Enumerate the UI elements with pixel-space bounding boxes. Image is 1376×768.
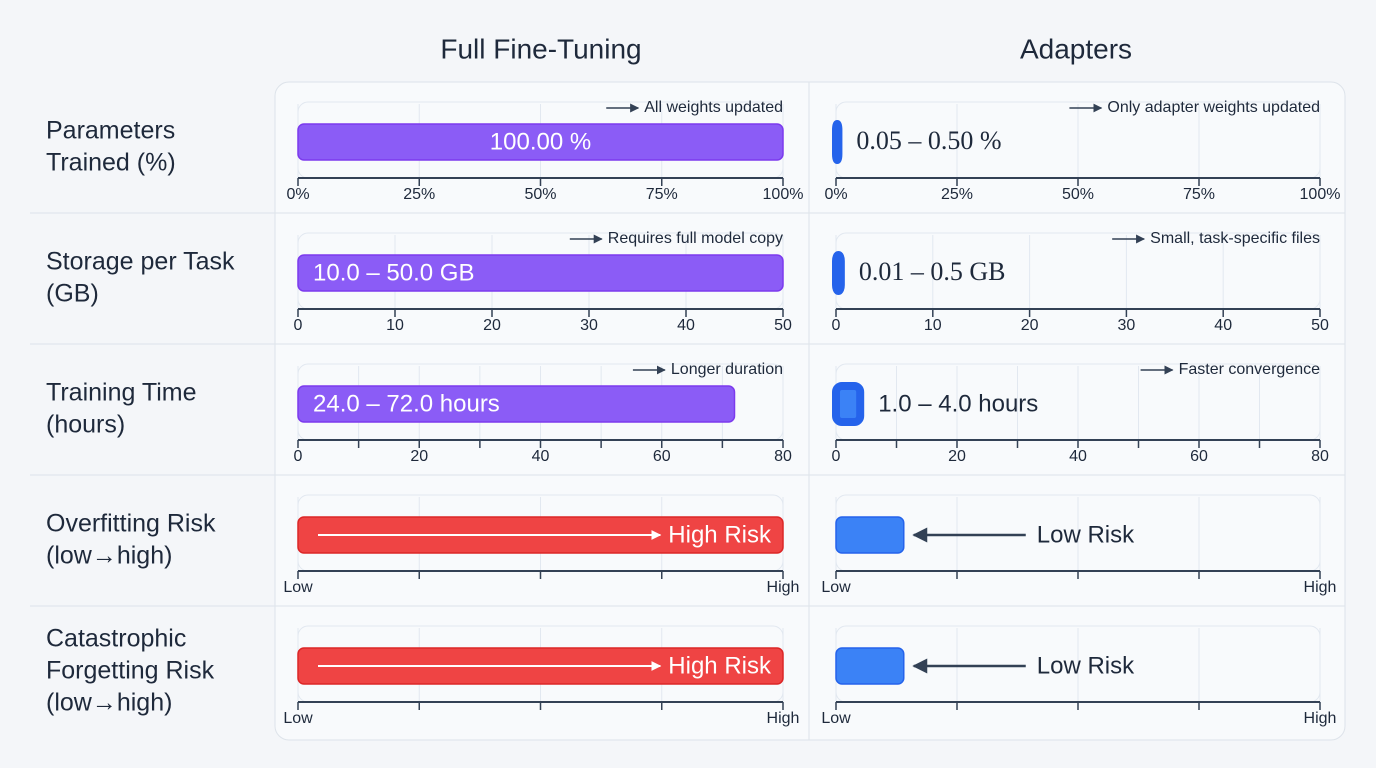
column-header: Full Fine-Tuning — [440, 33, 641, 64]
risk-label: High Risk — [668, 652, 772, 679]
x-tick-label: 30 — [1118, 317, 1136, 334]
range-bar — [297, 123, 784, 161]
column-header: Adapters — [1020, 33, 1132, 64]
x-tick-label: Low — [821, 710, 851, 727]
x-tick-label: 10 — [386, 317, 404, 334]
x-tick-label: 100% — [1300, 186, 1341, 203]
x-tick-label: 75% — [1183, 186, 1215, 203]
x-tick-label: 25% — [403, 186, 435, 203]
x-tick-label: High — [1304, 710, 1337, 727]
row-label: (low→high) — [46, 542, 172, 570]
row-label: (hours) — [46, 411, 125, 439]
x-tick-label: 0% — [286, 186, 309, 203]
x-tick-label: High — [1304, 579, 1337, 596]
x-tick-label: 50 — [774, 317, 792, 334]
row-label: (low→high) — [46, 689, 172, 717]
annotation: Small, task-specific files — [1150, 230, 1320, 247]
row-label: (GB) — [46, 280, 99, 308]
x-tick-label: 40 — [677, 317, 695, 334]
x-tick-label: 60 — [653, 448, 671, 465]
value-label: 24.0 – 72.0 hours — [313, 390, 500, 417]
x-tick-label: Low — [283, 710, 313, 727]
x-tick-label: 20 — [948, 448, 966, 465]
x-tick-label: 50 — [1311, 317, 1329, 334]
x-tick-label: 80 — [1311, 448, 1329, 465]
x-tick-label: 0% — [824, 186, 847, 203]
risk-bar — [835, 516, 905, 554]
x-tick-label: 20 — [483, 317, 501, 334]
x-tick-label: 20 — [1021, 317, 1039, 334]
x-tick-label: 50% — [1062, 186, 1094, 203]
x-tick-label: 80 — [774, 448, 792, 465]
x-tick-label: 20 — [410, 448, 428, 465]
x-tick-label: 40 — [1069, 448, 1087, 465]
range-bar — [297, 385, 736, 423]
x-tick-label: 0 — [832, 448, 841, 465]
risk-label: Low Risk — [1037, 652, 1135, 679]
range-bar — [832, 120, 843, 164]
x-tick-label: 40 — [532, 448, 550, 465]
x-tick-label: 50% — [524, 186, 556, 203]
x-tick-label: 100% — [763, 186, 804, 203]
annotation: Longer duration — [671, 361, 783, 378]
x-tick-label: High — [767, 579, 800, 596]
range-bar — [297, 254, 784, 292]
x-tick-label: 0 — [294, 317, 303, 334]
range-bar — [832, 382, 865, 426]
risk-bar — [835, 647, 905, 685]
x-tick-label: Low — [283, 579, 313, 596]
x-tick-label: 40 — [1214, 317, 1232, 334]
value-label: 0.01 – 0.5 GB — [859, 257, 1006, 286]
range-bar — [832, 251, 845, 295]
x-tick-label: 10 — [924, 317, 942, 334]
row-label: Catastrophic — [46, 625, 186, 653]
row-label: Training Time — [46, 379, 197, 407]
row-label: Storage per Task — [46, 248, 235, 276]
value-label: 100.00 % — [490, 128, 591, 155]
x-tick-label: 75% — [646, 186, 678, 203]
row-label: Overfitting Risk — [46, 510, 216, 538]
x-tick-label: 0 — [294, 448, 303, 465]
annotation: Requires full model copy — [608, 230, 783, 247]
annotation: All weights updated — [644, 99, 783, 116]
x-tick-label: 60 — [1190, 448, 1208, 465]
x-tick-label: High — [767, 710, 800, 727]
annotation: Faster convergence — [1179, 361, 1321, 378]
row-label: Trained (%) — [46, 149, 176, 177]
row-label: Forgetting Risk — [46, 657, 215, 685]
risk-label: High Risk — [668, 521, 772, 548]
x-tick-label: Low — [821, 579, 851, 596]
row-label: Parameters — [46, 117, 175, 145]
x-tick-label: 25% — [941, 186, 973, 203]
x-tick-label: 30 — [580, 317, 598, 334]
value-label: 1.0 – 4.0 hours — [878, 390, 1038, 417]
x-tick-label: 0 — [832, 317, 841, 334]
annotation: Only adapter weights updated — [1107, 99, 1320, 116]
value-label: 10.0 – 50.0 GB — [313, 259, 474, 286]
value-label: 0.05 – 0.50 % — [856, 126, 1001, 155]
risk-label: Low Risk — [1037, 521, 1135, 548]
